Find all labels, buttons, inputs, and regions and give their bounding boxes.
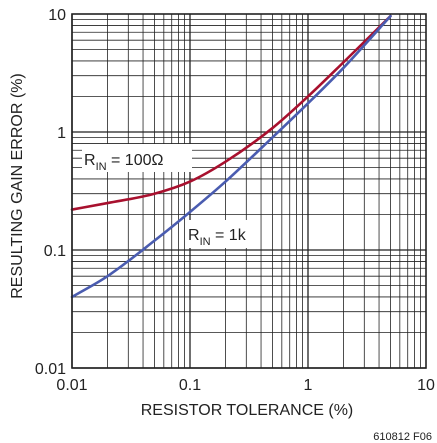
x-tick-label: 0.01 [56,377,87,394]
tick-labels: 0.01 0.1 1 10 0.01 0.1 1 10 [35,7,435,394]
series-label-1k: RIN = 1k [188,227,247,248]
y-tick-label: 10 [48,7,66,24]
series-line-rin-1k [70,14,392,299]
x-tick-label: 10 [417,377,435,394]
grid [71,14,426,369]
y-tick-label: 1 [57,125,66,142]
figure-code: 610812 F06 [373,431,432,443]
plot-frame [71,13,427,369]
series-line-rin-100 [70,14,392,211]
x-axis-label: RESISTOR TOLERANCE (%) [141,402,354,419]
series-label-bg-100 [82,144,192,172]
series-label-100: RIN = 100Ω [84,152,163,173]
series-label-bg-1k [186,220,258,248]
x-tick-label: 1 [304,377,313,394]
y-axis-label: RESULTING GAIN ERROR (%) [9,73,26,299]
y-tick-label: 0.1 [44,243,66,260]
curves [70,14,392,299]
y-tick-label: 0.01 [35,361,66,378]
x-tick-label: 0.1 [179,377,201,394]
